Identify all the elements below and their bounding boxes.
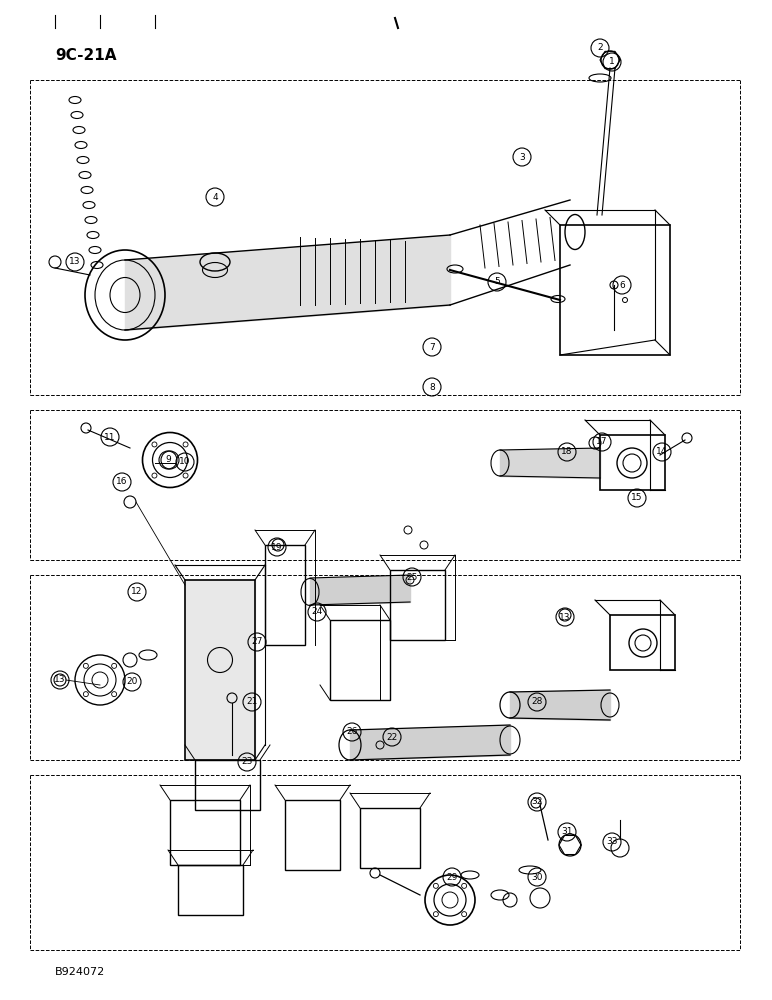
Text: 20: 20 <box>127 678 137 686</box>
Text: 2: 2 <box>598 43 603 52</box>
Bar <box>560 225 670 355</box>
Text: 29: 29 <box>446 872 458 882</box>
Bar <box>330 620 390 700</box>
Text: B924072: B924072 <box>55 967 105 977</box>
Bar <box>178 865 243 915</box>
Text: 6: 6 <box>619 280 625 290</box>
Text: 30: 30 <box>531 872 543 882</box>
Text: 7: 7 <box>429 342 435 352</box>
Text: 4: 4 <box>212 192 218 202</box>
Bar <box>390 570 445 640</box>
Text: 23: 23 <box>242 758 252 766</box>
Text: 10: 10 <box>179 458 191 466</box>
Text: 28: 28 <box>531 698 543 706</box>
Bar <box>285 800 340 870</box>
Text: 31: 31 <box>561 828 573 836</box>
Text: 11: 11 <box>104 432 116 442</box>
Bar <box>185 580 255 760</box>
Text: 15: 15 <box>631 493 643 502</box>
Bar <box>600 435 665 490</box>
Text: 9C-21A: 9C-21A <box>55 47 117 62</box>
Text: 27: 27 <box>252 638 262 647</box>
Text: 24: 24 <box>311 607 323 616</box>
Text: 33: 33 <box>606 838 618 846</box>
Bar <box>360 808 420 868</box>
Text: 3: 3 <box>519 152 525 161</box>
Text: 9: 9 <box>165 456 171 464</box>
Text: 17: 17 <box>596 438 608 446</box>
Text: 21: 21 <box>246 698 258 706</box>
Bar <box>265 545 305 645</box>
Text: 14: 14 <box>656 448 668 456</box>
Text: 32: 32 <box>531 798 543 806</box>
Text: 16: 16 <box>117 478 127 487</box>
Text: 1: 1 <box>609 57 615 66</box>
Text: 12: 12 <box>131 587 143 596</box>
Text: 13: 13 <box>559 612 571 621</box>
Text: 19: 19 <box>271 542 283 552</box>
Bar <box>610 615 675 670</box>
Text: 13: 13 <box>54 676 66 684</box>
Text: 8: 8 <box>429 382 435 391</box>
Bar <box>170 800 240 865</box>
Text: 18: 18 <box>561 448 573 456</box>
Text: 26: 26 <box>347 728 357 736</box>
Text: 22: 22 <box>386 732 398 742</box>
Text: 5: 5 <box>494 277 500 286</box>
Text: 25: 25 <box>406 572 418 582</box>
Bar <box>195 760 260 810</box>
Text: 13: 13 <box>69 257 81 266</box>
